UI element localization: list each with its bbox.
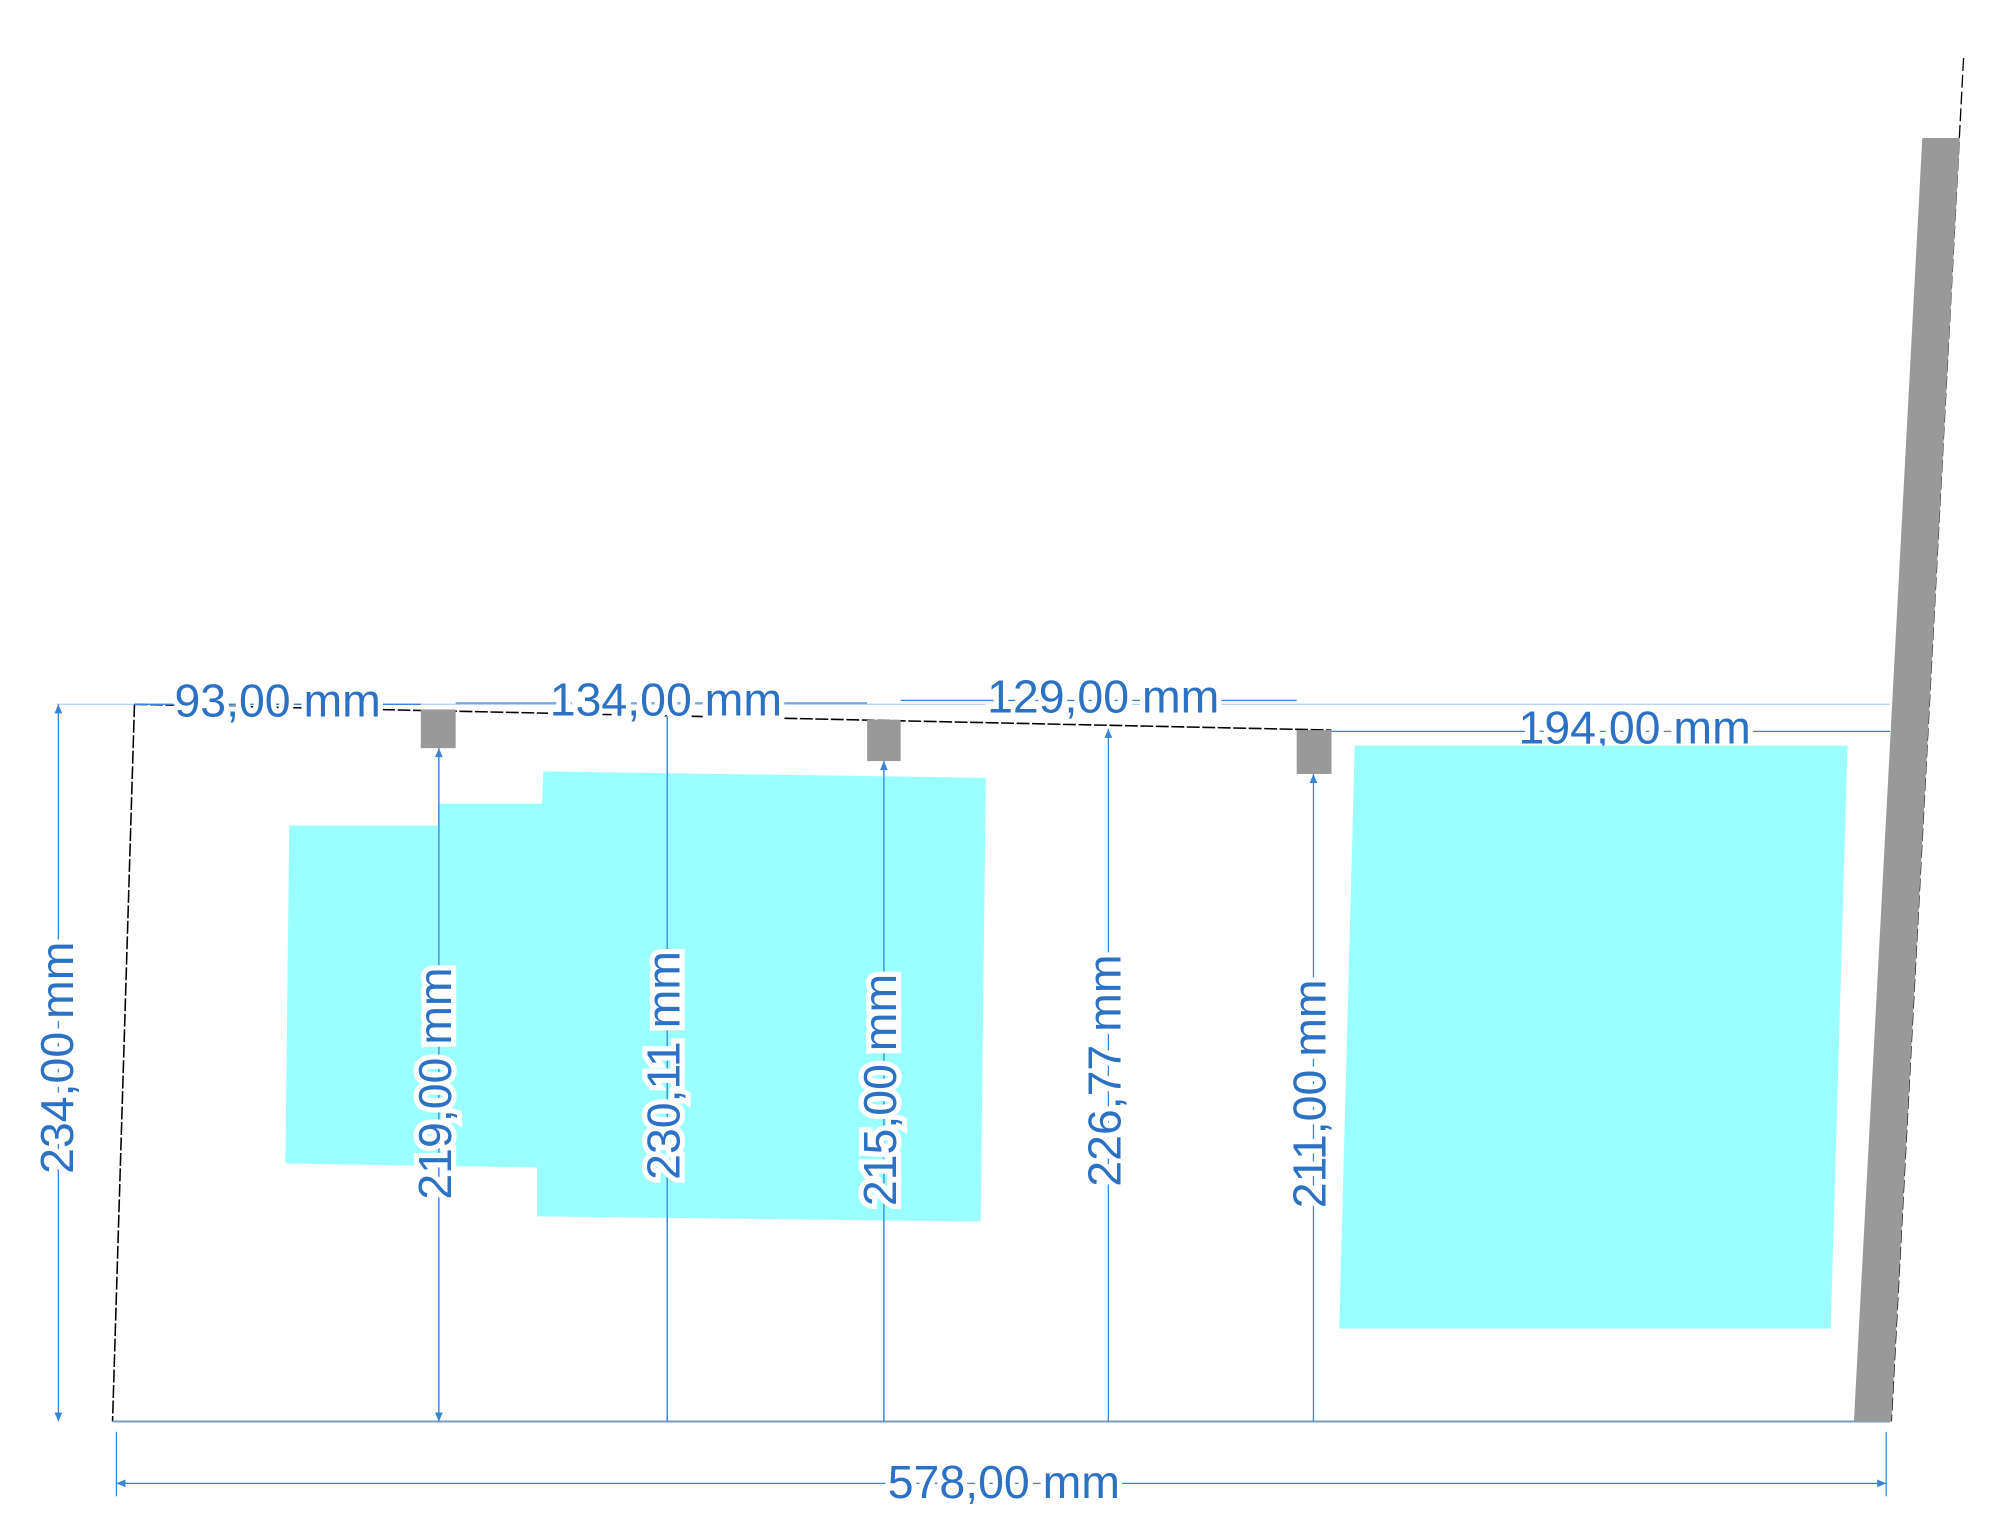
dimension-label: 134,00 mm bbox=[550, 673, 782, 725]
post bbox=[420, 709, 456, 749]
dimension-label: 215,00 mm bbox=[854, 974, 906, 1206]
area-right bbox=[1339, 745, 1848, 1329]
post bbox=[1296, 730, 1332, 774]
dimension-label: 211,00 mm bbox=[1284, 979, 1336, 1208]
dimension-label: 93,00 mm bbox=[174, 675, 380, 727]
wall bbox=[1853, 138, 1960, 1422]
dimension-label: 129,00 mm bbox=[987, 671, 1219, 723]
dimension-label: 230,11 mm bbox=[637, 951, 689, 1180]
outline-left bbox=[111, 704, 136, 1422]
post bbox=[867, 719, 901, 762]
area-left bbox=[285, 771, 986, 1222]
dimension-label: 226,77 mm bbox=[1079, 955, 1131, 1187]
dimension-label: 234,00 mm bbox=[31, 942, 83, 1174]
outline-top bbox=[134, 703, 1332, 731]
dimension-label: 219,00 mm bbox=[409, 967, 461, 1199]
dimension-label: 578,00 mm bbox=[888, 1456, 1120, 1508]
